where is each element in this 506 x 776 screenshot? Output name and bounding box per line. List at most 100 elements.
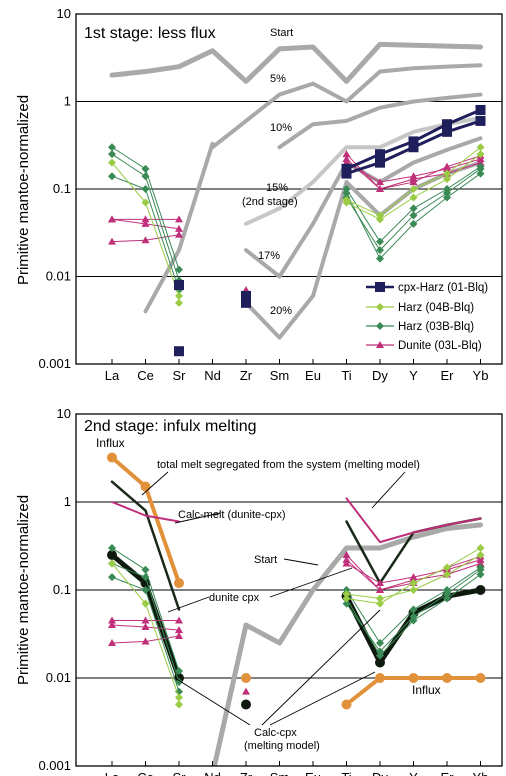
stage1-title: 1st stage: less flux — [84, 25, 216, 42]
sample-point-harz-04b-blq — [376, 594, 384, 603]
curve-point-influx — [408, 673, 419, 683]
sample-point-harz-03b-blq — [141, 172, 150, 181]
sample-point-harz-04b-blq — [476, 550, 485, 559]
sample-point-harz-03b-blq — [409, 612, 418, 621]
x-tick-label-nd: Nd — [204, 770, 221, 776]
sample-point-harz-03b-blq — [476, 164, 485, 173]
sample-point-harz-04b-blq — [409, 185, 418, 193]
curve-point-influx — [475, 673, 486, 683]
sample-point-harz-03b-blq — [376, 638, 384, 647]
stage1-samples — [108, 104, 486, 357]
y-tick-label: 1 — [64, 494, 71, 509]
sample-point-harz-04b-blq — [409, 586, 418, 594]
x-tick-label-la: La — [105, 770, 120, 776]
sample-point-dunite-03l-blq — [443, 162, 451, 170]
y-tick-label: 0.1 — [53, 582, 71, 597]
sample-point-harz-03b-blq — [175, 265, 183, 274]
sample-point-harz-03b-blq — [443, 193, 451, 202]
sample-point-harz-04b-blq — [342, 594, 351, 603]
sample-point-cpx-harz-01-blq — [408, 142, 419, 153]
sample-point-harz-04b-blq — [376, 211, 384, 220]
curve-point-influx — [107, 452, 117, 463]
legend-marker-harz-04b — [376, 303, 384, 311]
sample-point-cpx-harz-01-blq — [475, 115, 486, 126]
curve-point-influx — [442, 673, 452, 683]
x-tick-label-yb: Yb — [473, 368, 489, 383]
sample-point-harz-03b-blq — [443, 594, 451, 603]
x-tick-label-sr: Sr — [173, 368, 187, 383]
sample-point-dunite-03l-blq — [141, 219, 150, 227]
sample-point-dunite-03l-blq — [342, 150, 351, 158]
sample-point-cpx-harz-01-blq — [408, 136, 419, 147]
sample-point-harz-03b-blq — [409, 219, 418, 228]
stage2-samples — [108, 544, 485, 709]
legend-label-harz-03b: Harz (03B-Blq) — [398, 321, 474, 333]
x-tick-label-dy: Dy — [372, 770, 388, 776]
curve-point-calc-cpx-melting-model — [107, 549, 117, 560]
label-2nd-stage: (2nd stage) — [242, 196, 298, 208]
x-tick-label-zr: Zr — [240, 770, 253, 776]
x-tick-label-dy: Dy — [372, 368, 388, 383]
curve-point-influx — [341, 699, 352, 710]
x-tick-label-eu: Eu — [305, 368, 321, 383]
sample-point-dunite-03l-blq — [175, 230, 183, 238]
sample-point-dunite-03l-blq — [376, 178, 384, 186]
stage2-chart: 0.001 0.01 0.1 1 10 La Ce Sr Nd Zr Sm Eu Ti Dy Y Er Yb 2… — [15, 406, 503, 776]
x-tick-label-yb: Yb — [473, 770, 489, 776]
x-tick-label-er: Er — [441, 770, 455, 776]
legend-marker-cpx-harz — [375, 282, 385, 292]
x-tick-label-sm: Sm — [270, 368, 290, 383]
curve-point-influx — [375, 673, 385, 683]
sample-point-harz-04b-blq — [141, 198, 150, 207]
sample-point-harz-03b-blq — [175, 667, 183, 676]
y-tick-label: 0.1 — [53, 181, 71, 196]
sample-point-harz-03b-blq — [443, 590, 451, 599]
sample-point-dunite-cpx — [476, 559, 485, 567]
label-15pct: 15% — [266, 182, 288, 194]
sample-point-harz-04b-blq — [476, 544, 485, 553]
curve-calc-cpx-melting-model — [344, 587, 483, 666]
y-tick-label: 10 — [57, 6, 71, 21]
sample-point-harz-03b-blq — [108, 143, 116, 152]
sample-point-harz-03b-blq — [141, 185, 150, 193]
curve-point-influx — [241, 673, 251, 683]
sample-point-harz-04b-blq — [342, 198, 351, 207]
sample-point-harz-03b-blq — [342, 599, 351, 608]
sample-point-harz-03b-blq — [342, 189, 351, 198]
stage2-leader-lines — [141, 471, 406, 726]
sample-point-harz-03b-blq — [108, 573, 116, 582]
sample-point-harz-04b-blq — [175, 700, 183, 709]
sample-point-dunite-cpx — [175, 616, 183, 624]
sample-point-cpx-harz-01-blq — [442, 119, 452, 130]
x-tick-label-zr: Zr — [240, 368, 253, 383]
sample-point-harz-04b-blq — [443, 570, 451, 579]
label-5pct: 5% — [270, 73, 286, 85]
legend-marker-harz-03b — [376, 322, 384, 330]
x-tick-label-ce: Ce — [137, 770, 154, 776]
sample-point-harz-04b-blq — [175, 291, 183, 300]
x-tick-label-sm: Sm — [270, 770, 290, 776]
legend-label-harz-04b: Harz (04B-Blq) — [398, 302, 474, 314]
sample-point-harz-03b-blq — [376, 237, 384, 246]
sample-point-dunite-cpx — [141, 637, 150, 645]
sample-point-dunite-03l-blq — [409, 172, 418, 180]
sample-point-harz-04b-blq — [409, 579, 418, 588]
sample-point-harz-03b-blq — [476, 565, 485, 574]
sample-point-harz-04b-blq — [443, 563, 451, 572]
sample-point-harz-03b-blq — [409, 605, 418, 614]
sample-point-cpx-harz-01-blq — [475, 104, 486, 115]
sample-point-dunite-cpx — [108, 621, 116, 629]
sample-point-dunite-cpx — [141, 622, 150, 630]
sample-point-harz-03b-blq — [141, 573, 150, 582]
x-tick-label-er: Er — [441, 368, 455, 383]
annotation-start: Start — [254, 554, 277, 566]
sample-line-harz-04b-blq — [111, 162, 180, 297]
sample-point-cpx-harz-01-blq — [341, 168, 352, 179]
label-10pct: 10% — [270, 122, 292, 134]
sample-point-harz-03b-blq — [376, 651, 384, 660]
annotation-influx-bottom: Influx — [412, 683, 441, 697]
sample-line-harz-03b-blq — [111, 175, 180, 291]
stage1-ticks: 0.001 0.01 0.1 1 10 La Ce Sr Nd Zr Sm Eu Ti Dy Y Er Yb — [38, 6, 488, 383]
annotation-calc-cpx: Calc-cpx — [254, 727, 297, 739]
